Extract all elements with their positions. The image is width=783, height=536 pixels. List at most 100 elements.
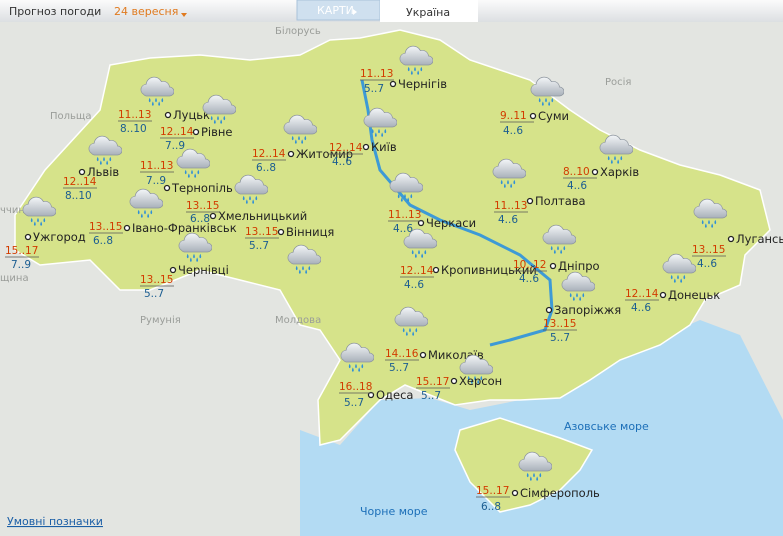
day-temp: 11..13 bbox=[118, 109, 151, 121]
ukraine-land bbox=[14, 29, 771, 446]
header-title: Прогноз погоди bbox=[9, 5, 101, 18]
day-temp: 12..14 bbox=[625, 288, 659, 300]
city-name[interactable]: Львів bbox=[87, 165, 119, 179]
city-name[interactable]: Чернігів bbox=[398, 77, 447, 91]
city-name[interactable]: Суми bbox=[538, 109, 569, 123]
city-name[interactable]: Рівне bbox=[201, 125, 233, 139]
night-temp: 6..8 bbox=[256, 162, 276, 174]
country-label: Польща bbox=[50, 111, 91, 122]
night-temp: 4..6 bbox=[503, 125, 523, 137]
city-name[interactable]: Ужгород bbox=[33, 230, 86, 244]
night-temp: 4..6 bbox=[332, 156, 352, 168]
city-name[interactable]: Кропивницький bbox=[441, 263, 537, 277]
city-dot bbox=[169, 266, 177, 274]
city-dot bbox=[367, 391, 375, 399]
night-temp: 5..7 bbox=[421, 390, 441, 402]
country-label: щина bbox=[0, 273, 29, 284]
country-label: Росія bbox=[605, 76, 631, 88]
day-temp: 11..13 bbox=[140, 160, 173, 172]
tab-arrow bbox=[353, 9, 357, 15]
city-name[interactable]: Херсон bbox=[459, 374, 502, 388]
city-name[interactable]: Одеса bbox=[376, 388, 413, 402]
night-temp: 7..9 bbox=[146, 175, 166, 187]
day-temp: 12..14 bbox=[252, 148, 286, 160]
day-temp: 8..10 bbox=[563, 166, 590, 178]
city-name[interactable]: Дніпро bbox=[558, 259, 600, 273]
city-dot bbox=[362, 143, 370, 151]
day-temp: 15..17 bbox=[416, 376, 449, 388]
city-name[interactable]: Луцьк bbox=[173, 108, 210, 122]
day-temp: 12..14 bbox=[400, 265, 434, 277]
city-name[interactable]: Запоріжжя bbox=[554, 303, 621, 317]
night-temp: 5..7 bbox=[144, 288, 164, 300]
date-arrow[interactable] bbox=[181, 13, 187, 17]
city-name[interactable]: Харків bbox=[600, 165, 639, 179]
day-temp: 9..11 bbox=[500, 110, 527, 122]
city-name[interactable]: Черкаси bbox=[426, 216, 476, 230]
day-temp: 13..15 bbox=[89, 221, 122, 233]
day-temp: 12..14 bbox=[329, 142, 363, 154]
night-temp: 6..8 bbox=[93, 235, 113, 247]
city-dot bbox=[163, 184, 171, 192]
city-name[interactable]: Донецьк bbox=[668, 288, 720, 302]
city-name[interactable]: Луганськ bbox=[736, 232, 783, 246]
city-name[interactable]: Хмельницький bbox=[218, 209, 307, 223]
night-temp: 8..10 bbox=[120, 123, 147, 135]
city-name[interactable]: Житомир bbox=[296, 147, 353, 161]
city-dot bbox=[545, 306, 553, 314]
country-label: Румунія bbox=[140, 314, 181, 326]
sea bbox=[0, 320, 783, 536]
city-dot bbox=[511, 489, 519, 497]
night-temp: 8..10 bbox=[65, 190, 92, 202]
city-name[interactable]: Чернівці bbox=[178, 263, 229, 277]
city-name[interactable]: Тернопіль bbox=[171, 181, 233, 195]
country-label: Молдова bbox=[275, 315, 321, 326]
tab-ukraine[interactable] bbox=[380, 0, 478, 22]
city-name[interactable]: Полтава bbox=[535, 194, 586, 208]
night-temp: 5..7 bbox=[550, 332, 570, 344]
city-name[interactable]: Івано-Франківськ bbox=[132, 221, 237, 235]
city-dot bbox=[419, 351, 427, 359]
city-dot bbox=[209, 212, 217, 220]
city-dot bbox=[417, 219, 425, 227]
night-temp: 6..8 bbox=[481, 501, 501, 513]
night-temp: 4..6 bbox=[393, 223, 413, 235]
legend-link[interactable]: Умовні позначки bbox=[7, 515, 103, 528]
city-name[interactable]: Вінниця bbox=[286, 225, 334, 239]
country-label: ччина bbox=[0, 205, 31, 216]
city-dot bbox=[549, 262, 557, 270]
city-dot bbox=[659, 291, 667, 299]
day-temp: 14..16 bbox=[385, 348, 419, 360]
day-temp: 13..15 bbox=[245, 226, 278, 238]
night-temp: 7..9 bbox=[11, 259, 31, 271]
city-dot bbox=[529, 112, 537, 120]
city-dot bbox=[277, 228, 285, 236]
city-dot bbox=[78, 168, 86, 176]
day-temp: 11..13 bbox=[360, 68, 393, 80]
day-temp: 11..13 bbox=[494, 200, 527, 212]
night-temp: 5..7 bbox=[389, 362, 409, 374]
day-temp: 16..18 bbox=[339, 381, 372, 393]
country-label: Білорусь bbox=[275, 25, 321, 37]
day-temp: 15..17 bbox=[476, 485, 509, 497]
night-temp: 4..6 bbox=[519, 273, 539, 285]
sea-label: Азовське море bbox=[564, 420, 649, 433]
tab-maps-label[interactable]: КАРТИ bbox=[317, 4, 354, 17]
day-temp: 10..12 bbox=[513, 259, 546, 271]
city-name[interactable]: Сімферополь bbox=[520, 486, 600, 500]
tab-ukraine-label[interactable]: Україна bbox=[406, 6, 450, 19]
city-dot bbox=[526, 197, 534, 205]
day-temp: 12..14 bbox=[63, 176, 97, 188]
day-temp: 11..13 bbox=[388, 209, 421, 221]
night-temp: 6..8 bbox=[190, 213, 210, 225]
night-temp: 4..6 bbox=[498, 214, 518, 226]
city-dot bbox=[24, 233, 32, 241]
city-dot bbox=[450, 377, 458, 385]
night-temp: 4..6 bbox=[631, 302, 651, 314]
day-temp: 13..15 bbox=[186, 200, 219, 212]
date-selector[interactable]: 24 вересня bbox=[114, 5, 178, 18]
city-name[interactable]: Київ bbox=[371, 140, 397, 154]
city-dot bbox=[432, 266, 440, 274]
night-temp: 4..6 bbox=[404, 279, 424, 291]
day-temp: 13..15 bbox=[692, 244, 725, 256]
